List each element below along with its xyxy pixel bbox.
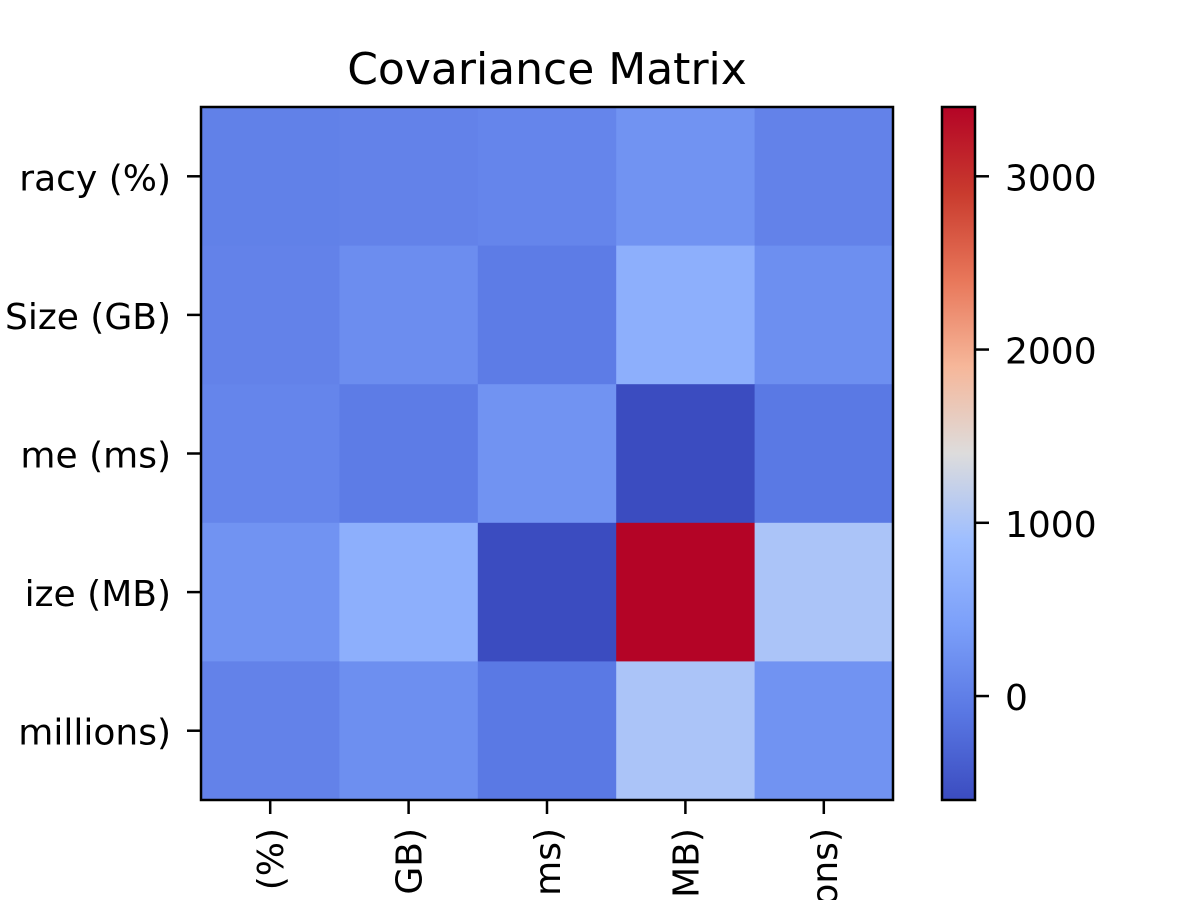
y-tick-label: me (ms) (20, 436, 171, 477)
y-tick-label: Size (GB) (5, 297, 171, 338)
heatmap-cell-1-1 (339, 245, 479, 385)
x-tick-label: ms) (528, 828, 569, 896)
heatmap-cell-4-0 (201, 661, 340, 801)
y-axis: racy (%) Size (GB) me (ms) ize (MB) millions… (5, 158, 201, 754)
colorbar-tick-label: 3000 (1005, 158, 1097, 199)
x-tick-label: (%) (251, 828, 292, 890)
heatmap-cell-1-3 (616, 245, 756, 385)
heatmap-cell-4-2 (477, 661, 617, 801)
heatmap-cell-2-0 (201, 384, 340, 524)
heatmap-cell-0-3 (616, 107, 756, 247)
x-tick-label: MB) (666, 828, 707, 898)
colorbar-tick-label: 2000 (1005, 332, 1097, 373)
heatmap-cell-4-1 (339, 661, 479, 801)
x-tick-label: ons) (805, 828, 846, 900)
heatmap-cell-1-0 (201, 245, 340, 385)
y-tick-label: millions) (18, 713, 171, 754)
heatmap-cell-3-2 (477, 522, 617, 662)
x-axis: (%) GB) ms) MB) ons) (251, 800, 846, 900)
heatmap-cell-3-1 (339, 522, 479, 662)
heatmap-cell-1-4 (754, 245, 894, 385)
heatmap-cell-2-1 (339, 384, 479, 524)
heatmap-cell-4-3 (616, 661, 756, 801)
heatmap-cell-0-0 (201, 107, 340, 247)
heatmap-cell-0-2 (477, 107, 617, 247)
heatmap-cell-2-4 (754, 384, 894, 524)
colorbar-tick-label: 1000 (1005, 505, 1097, 546)
heatmap-cell-3-4 (754, 522, 894, 662)
heatmap-cell-2-2 (477, 384, 617, 524)
x-tick-label: GB) (390, 828, 431, 895)
y-tick-label: ize (MB) (25, 574, 171, 615)
colorbar-axis: 0 1000 2000 3000 (975, 158, 1097, 719)
heatmap-cell-3-0 (201, 522, 340, 662)
heatmap-cell-0-4 (754, 107, 894, 247)
colorbar (940, 105, 977, 802)
y-tick-label: racy (%) (19, 158, 171, 199)
chart-title: Covariance Matrix (347, 44, 747, 95)
colorbar-tick-label: 0 (1005, 678, 1028, 719)
heatmap-cell-0-1 (339, 107, 479, 247)
heatmap-cells (201, 107, 894, 801)
heatmap-cell-1-2 (477, 245, 617, 385)
heatmap-cell-2-3 (616, 384, 756, 524)
heatmap-cell-4-4 (754, 661, 894, 801)
heatmap-cell-3-3 (616, 522, 756, 662)
